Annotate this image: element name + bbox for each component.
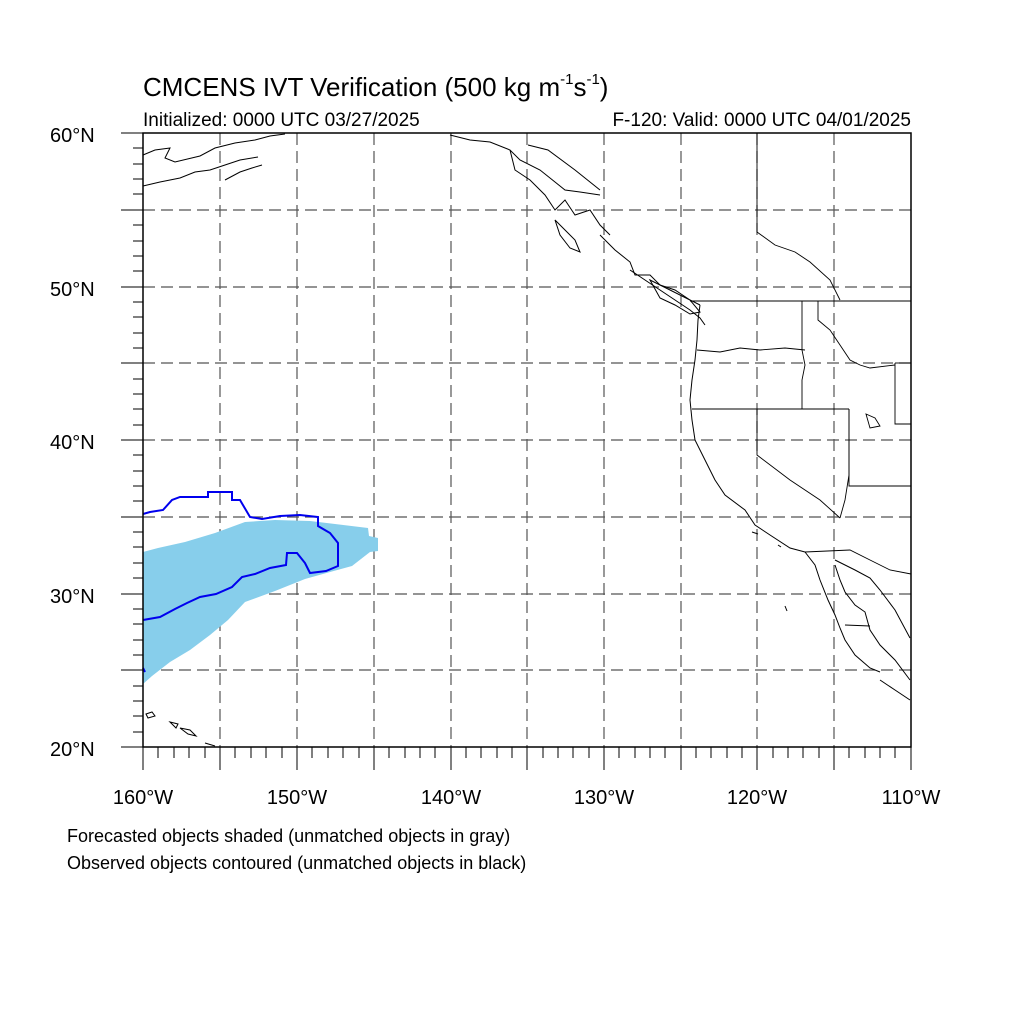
observed-ivt-contour <box>142 491 339 621</box>
observed-note: Observed objects contoured (unmatched ob… <box>67 853 527 873</box>
lon-label-160w: 160°W <box>113 787 173 809</box>
left-ticks <box>121 132 143 748</box>
bottom-ticks <box>142 747 912 770</box>
forecast-ivt-object <box>143 520 378 684</box>
forecast-note: Forecasted objects shaded (unmatched obj… <box>67 826 511 846</box>
lat-label-20: 20°N <box>50 739 95 761</box>
lat-label-40: 40°N <box>50 432 95 454</box>
lon-label-140w: 140°W <box>421 787 481 809</box>
init-time-label: Initialized: 0000 UTC 03/27/2025 <box>143 110 420 131</box>
state-borders <box>690 133 912 627</box>
valid-time-label: F-120: Valid: 0000 UTC 04/01/2025 <box>612 110 911 131</box>
lon-label-130w: 130°W <box>574 787 634 809</box>
coastlines <box>142 133 911 747</box>
lat-label-60: 60°N <box>50 125 95 147</box>
lat-label-30: 30°N <box>50 586 95 608</box>
graticule <box>143 133 911 747</box>
lon-label-150w: 150°W <box>267 787 327 809</box>
lat-label-50: 50°N <box>50 279 95 301</box>
map-title: CMCENS IVT Verification (500 kg m-1s-1) <box>143 71 609 102</box>
lon-label-120w: 120°W <box>727 787 787 809</box>
lon-label-110w: 110°W <box>882 787 941 809</box>
